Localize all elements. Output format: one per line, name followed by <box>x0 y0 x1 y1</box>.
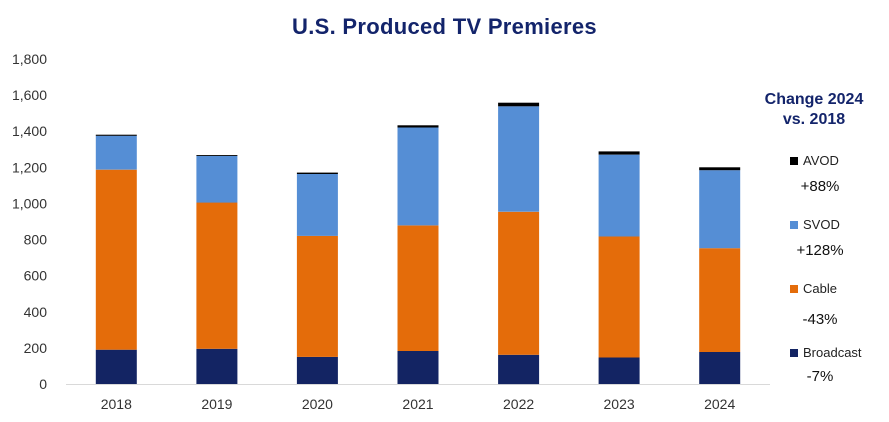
legend-change-broadcast: -7% <box>806 368 834 385</box>
bar-segment-broadcast-2021 <box>397 351 439 384</box>
legend-label-svod: SVOD <box>803 217 840 232</box>
bar-segment-cable-2022 <box>498 211 540 355</box>
bar-segment-broadcast-2022 <box>498 354 540 385</box>
x-tick-label-2020: 2020 <box>302 396 333 412</box>
bar-segment-svod-2024 <box>699 170 741 249</box>
bar-segment-svod-2021 <box>397 127 439 226</box>
bar-segment-avod-2023 <box>598 151 640 155</box>
bar-segment-avod-2022 <box>498 102 540 107</box>
legend-item-broadcast: Broadcast <box>790 345 862 360</box>
bar-segment-cable-2023 <box>598 236 640 358</box>
legend-change-avod: +88% <box>800 178 840 195</box>
bar-segment-svod-2022 <box>498 106 540 212</box>
bar-segment-svod-2023 <box>598 154 640 237</box>
y-tick-label: 1,000 <box>12 195 47 211</box>
y-tick-label: 1,600 <box>12 87 47 103</box>
bar-segment-broadcast-2023 <box>598 357 640 384</box>
bar-segment-broadcast-2024 <box>699 352 741 384</box>
legend-swatch-broadcast <box>790 348 798 357</box>
bar-segment-avod-2020 <box>296 172 338 174</box>
y-tick-label: 1,200 <box>12 159 47 175</box>
y-tick-label: 1,800 <box>12 51 47 67</box>
y-tick-label: 800 <box>24 232 48 248</box>
bar-segment-broadcast-2018 <box>95 349 137 384</box>
bar-segment-broadcast-2019 <box>196 348 238 384</box>
legend-change-cable: -43% <box>802 311 838 328</box>
legend-swatch-avod <box>790 156 798 165</box>
bar-segment-avod-2018 <box>95 134 137 136</box>
x-tick-label-2022: 2022 <box>503 396 534 412</box>
legend-header: Change 2024 vs. 2018 <box>744 90 884 130</box>
bar-segment-cable-2024 <box>699 248 741 352</box>
legend-item-cable: Cable <box>790 281 837 296</box>
bar-segment-svod-2018 <box>95 135 137 170</box>
legend-label-broadcast: Broadcast <box>803 345 862 360</box>
x-tick-label-2023: 2023 <box>604 396 635 412</box>
bar-segment-cable-2018 <box>95 169 137 350</box>
legend-change-svod: +128% <box>796 242 844 259</box>
bar-segment-cable-2019 <box>196 202 238 349</box>
x-tick-label-2024: 2024 <box>704 396 735 412</box>
x-tick-label-2019: 2019 <box>201 396 232 412</box>
bar-segment-broadcast-2020 <box>296 356 338 384</box>
bar-segment-cable-2021 <box>397 225 439 351</box>
bar-segment-avod-2021 <box>397 125 439 128</box>
bar-segment-svod-2019 <box>196 156 238 203</box>
legend-swatch-svod <box>790 220 798 229</box>
bar-segment-svod-2020 <box>296 174 338 236</box>
y-tick-label: 1,400 <box>12 123 47 139</box>
y-tick-label: 600 <box>24 268 48 284</box>
chart-title: U.S. Produced TV Premieres <box>292 14 597 39</box>
legend-label-avod: AVOD <box>803 153 839 168</box>
x-tick-label-2021: 2021 <box>402 396 433 412</box>
legend-swatch-cable <box>790 284 798 293</box>
legend-label-cable: Cable <box>803 281 837 296</box>
y-tick-label: 400 <box>24 304 48 320</box>
bar-segment-cable-2020 <box>296 235 338 357</box>
bar-segment-avod-2019 <box>196 155 238 156</box>
legend-header-line-1: Change 2024 <box>764 91 864 108</box>
bar-segment-avod-2024 <box>699 167 741 171</box>
legend-header-line-2: vs. 2018 <box>782 111 846 128</box>
y-tick-label: 200 <box>24 340 48 356</box>
y-tick-label: 0 <box>39 376 47 392</box>
x-tick-label-2018: 2018 <box>101 396 132 412</box>
legend-item-svod: SVOD <box>790 217 840 232</box>
legend-item-avod: AVOD <box>790 153 839 168</box>
